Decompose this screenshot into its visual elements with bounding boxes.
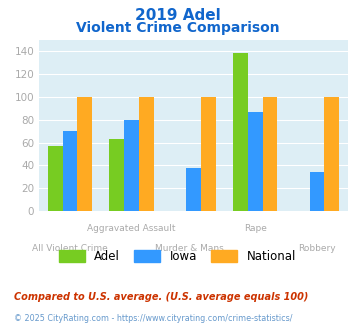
Text: Murder & Mans...: Murder & Mans... (155, 244, 232, 253)
Bar (233, 53, 248, 211)
Bar (77, 97, 92, 211)
Text: Aggravated Assault: Aggravated Assault (87, 224, 176, 233)
Text: Robbery: Robbery (298, 244, 336, 253)
Text: © 2025 CityRating.com - https://www.cityrating.com/crime-statistics/: © 2025 CityRating.com - https://www.city… (14, 314, 293, 323)
Bar (263, 97, 278, 211)
Bar (186, 168, 201, 211)
Bar (139, 97, 154, 211)
Text: Violent Crime Comparison: Violent Crime Comparison (76, 21, 279, 35)
Bar (48, 146, 62, 211)
Bar (324, 97, 339, 211)
Text: All Violent Crime: All Violent Crime (32, 244, 108, 253)
Text: Compared to U.S. average. (U.S. average equals 100): Compared to U.S. average. (U.S. average … (14, 292, 308, 302)
Bar (201, 97, 216, 211)
Text: Rape: Rape (244, 224, 267, 233)
Bar (248, 112, 263, 211)
Legend: Adel, Iowa, National: Adel, Iowa, National (55, 246, 300, 266)
Bar (62, 131, 77, 211)
Bar (124, 120, 139, 211)
Text: 2019 Adel: 2019 Adel (135, 8, 220, 23)
Bar (310, 172, 324, 211)
Bar (109, 139, 124, 211)
